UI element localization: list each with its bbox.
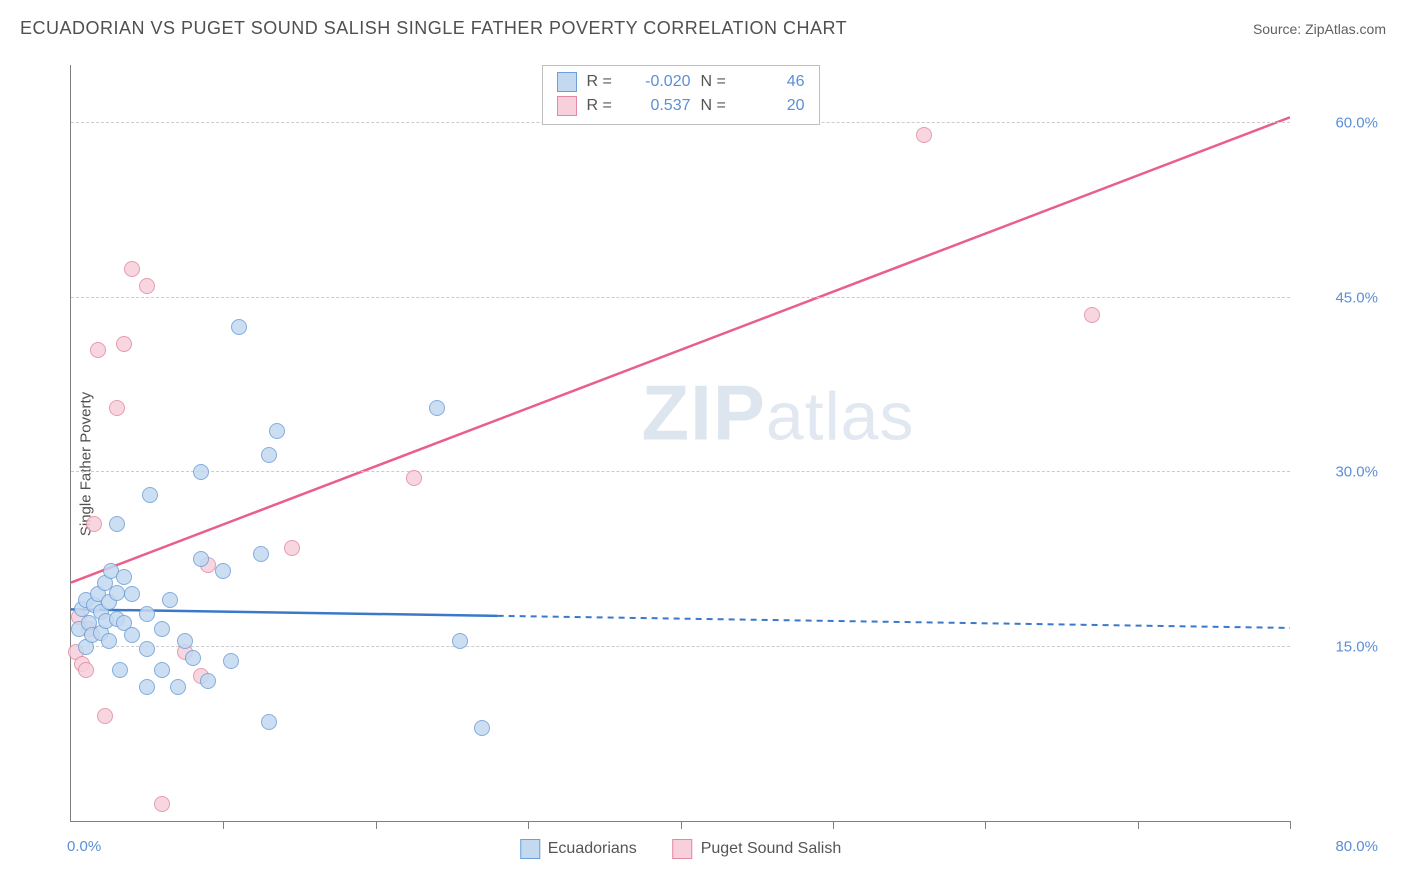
x-tick [1290,821,1291,829]
data-point [474,720,490,736]
x-tick [376,821,377,829]
legend-series-0-label: Ecuadorians [548,840,637,858]
source-prefix: Source: [1253,21,1305,37]
legend-r-label: R = [587,70,617,94]
legend-n-label: N = [701,94,731,118]
data-point [154,621,170,637]
data-point [406,470,422,486]
gridline-horizontal [71,646,1290,647]
legend-row: R = 0.537 N = 20 [557,94,805,118]
header: ECUADORIAN VS PUGET SOUND SALISH SINGLE … [20,18,1386,39]
data-point [124,261,140,277]
data-point [101,633,117,649]
legend-row: R = -0.020 N = 46 [557,70,805,94]
swatch-series-0 [557,72,577,92]
gridline-horizontal [71,297,1290,298]
y-tick-label: 30.0% [1335,464,1378,481]
data-point [193,551,209,567]
legend-n-value-1: 20 [741,94,805,118]
data-point [261,447,277,463]
data-point [185,650,201,666]
y-tick-label: 15.0% [1335,638,1378,655]
data-point [139,679,155,695]
legend-n-label: N = [701,70,731,94]
legend-r-value-0: -0.020 [627,70,691,94]
data-point [253,546,269,562]
swatch-series-0 [520,839,540,859]
x-tick [985,821,986,829]
data-point [124,627,140,643]
source-name: ZipAtlas.com [1305,21,1386,37]
data-point [261,714,277,730]
data-point [116,569,132,585]
data-point [78,662,94,678]
legend-series-1-label: Puget Sound Salish [701,840,842,858]
x-tick [1138,821,1139,829]
data-point [109,585,125,601]
gridline-horizontal [71,471,1290,472]
x-axis-origin-label: 0.0% [67,838,101,855]
trend-line-extrapolated [498,616,1290,628]
data-point [223,653,239,669]
x-tick [833,821,834,829]
trend-line-puget-sound-salish [71,117,1290,582]
legend-n-value-0: 46 [741,70,805,94]
data-point [284,540,300,556]
series-legend: Ecuadorians Puget Sound Salish [520,839,842,859]
data-point [215,563,231,579]
data-point [139,641,155,657]
chart-title: ECUADORIAN VS PUGET SOUND SALISH SINGLE … [20,18,847,39]
data-point [1084,307,1100,323]
data-point [200,673,216,689]
x-axis-max-label: 80.0% [1335,838,1378,855]
x-tick [528,821,529,829]
data-point [109,516,125,532]
watermark-atlas: atlas [766,378,915,454]
data-point [177,633,193,649]
data-point [170,679,186,695]
data-point [109,400,125,416]
data-point [269,423,285,439]
data-point [193,464,209,480]
data-point [142,487,158,503]
trend-lines-layer [71,65,1290,821]
y-tick-label: 60.0% [1335,115,1378,132]
scatter-plot: ZIPatlas R = -0.020 N = 46 R = 0.537 N =… [70,65,1290,822]
data-point [231,319,247,335]
data-point [154,662,170,678]
swatch-series-1 [557,96,577,116]
data-point [124,586,140,602]
legend-r-label: R = [587,94,617,118]
x-tick [223,821,224,829]
data-point [112,662,128,678]
trend-line-ecuadorians [71,609,498,616]
data-point [916,127,932,143]
legend-r-value-1: 0.537 [627,94,691,118]
x-tick [681,821,682,829]
data-point [452,633,468,649]
data-point [154,796,170,812]
data-point [139,278,155,294]
data-point [429,400,445,416]
correlation-legend: R = -0.020 N = 46 R = 0.537 N = 20 [542,65,820,125]
data-point [139,606,155,622]
legend-item: Puget Sound Salish [673,839,842,859]
plot-area-wrap: Single Father Poverty ZIPatlas R = -0.02… [20,55,1386,872]
y-tick-label: 45.0% [1335,289,1378,306]
data-point [86,516,102,532]
data-point [116,336,132,352]
watermark-zip: ZIP [642,368,766,456]
data-point [97,708,113,724]
legend-item: Ecuadorians [520,839,637,859]
watermark: ZIPatlas [642,367,915,458]
swatch-series-1 [673,839,693,859]
data-point [162,592,178,608]
data-point [90,342,106,358]
source-credit: Source: ZipAtlas.com [1253,21,1386,37]
